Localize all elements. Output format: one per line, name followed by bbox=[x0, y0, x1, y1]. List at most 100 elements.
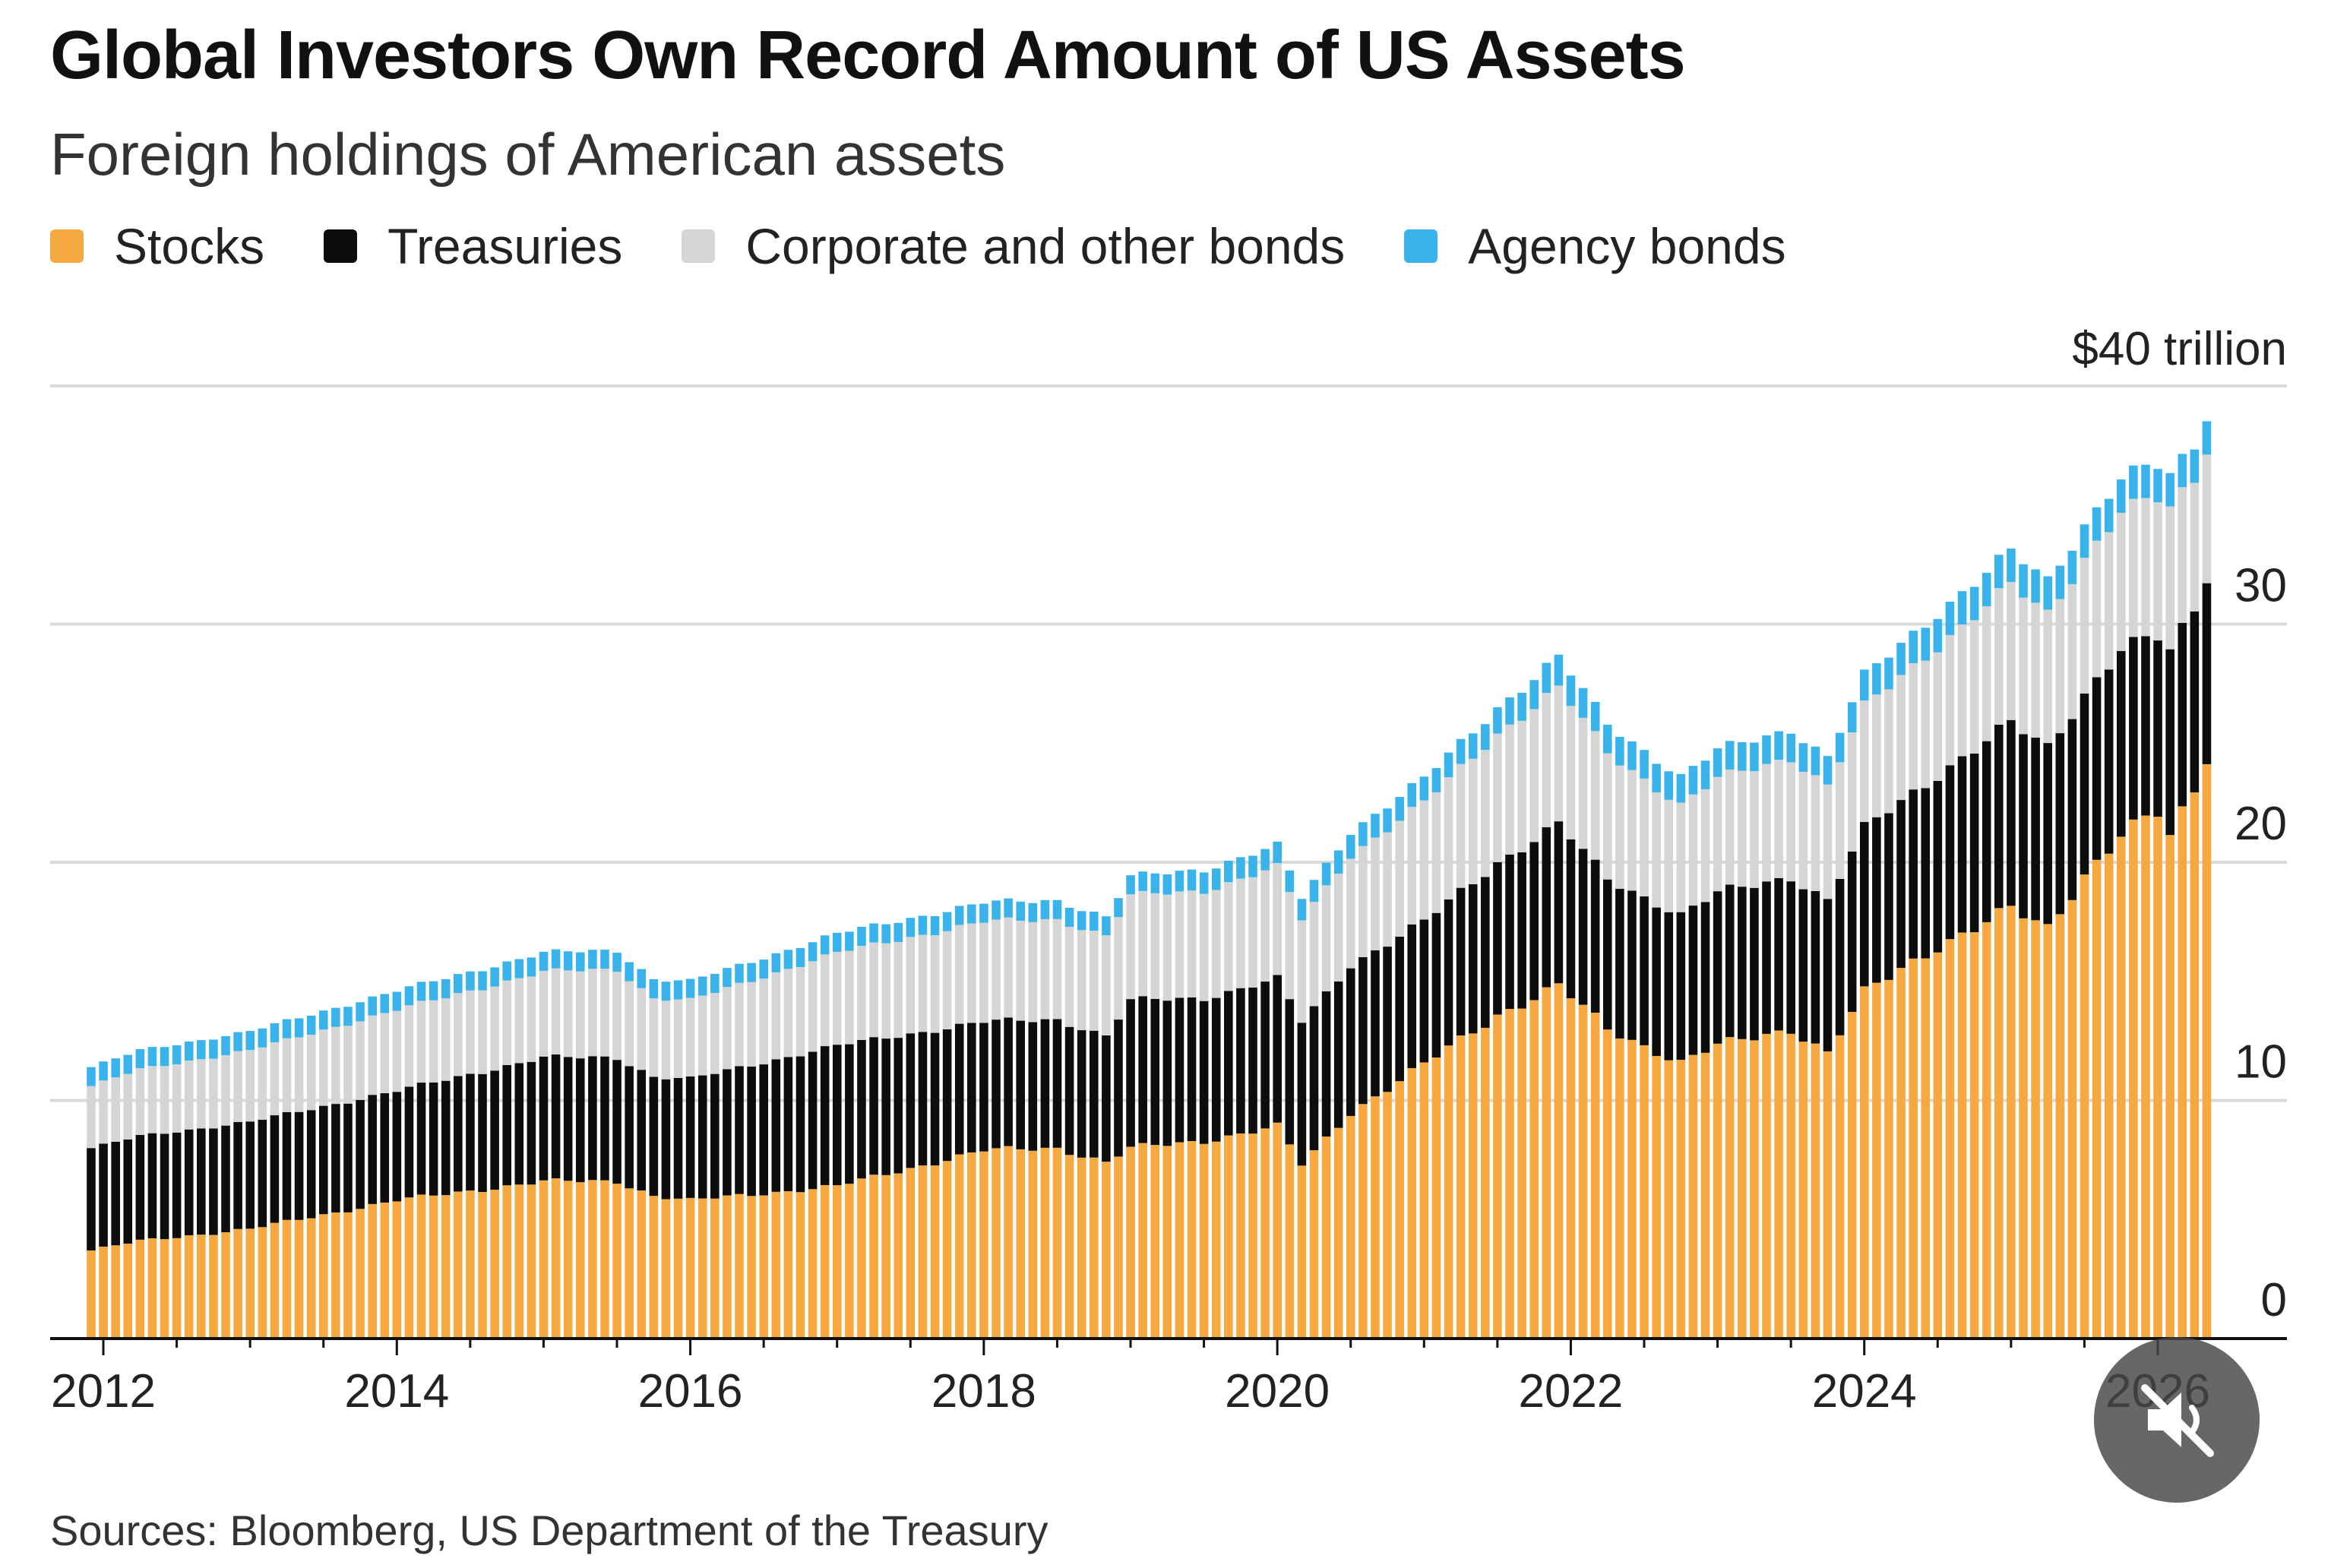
bar-stack bbox=[1028, 903, 1038, 1339]
bar-stack bbox=[111, 1058, 120, 1339]
bar-corporate_other bbox=[123, 1073, 133, 1140]
bar-treasuries bbox=[245, 1121, 255, 1229]
bar-stack bbox=[1982, 573, 1991, 1339]
bar-corporate_other bbox=[2178, 487, 2187, 623]
bar-stocks bbox=[783, 1190, 793, 1339]
bar-agency bbox=[1064, 907, 1074, 928]
bar-agency bbox=[282, 1019, 292, 1038]
bar-stocks bbox=[697, 1198, 707, 1339]
bar-stack bbox=[992, 900, 1001, 1339]
bar-corporate_other bbox=[735, 982, 744, 1067]
bar-stack bbox=[209, 1039, 218, 1339]
bar-corporate_other bbox=[1371, 837, 1380, 950]
bar-stack bbox=[918, 915, 928, 1339]
bar-treasuries bbox=[2190, 611, 2200, 793]
bar-treasuries bbox=[1089, 1030, 1099, 1158]
bar-agency bbox=[1994, 555, 2004, 589]
bar-stack bbox=[723, 968, 732, 1339]
bar-treasuries bbox=[954, 1023, 964, 1155]
bar-stocks bbox=[1811, 1043, 1820, 1339]
bar-treasuries bbox=[356, 1099, 365, 1209]
bar-treasuries bbox=[1297, 1023, 1307, 1166]
bar-stack bbox=[1016, 901, 1025, 1339]
bar-corporate_other bbox=[930, 935, 940, 1033]
bar-stack bbox=[1126, 875, 1135, 1339]
bar-agency bbox=[1321, 862, 1331, 886]
bar-stocks bbox=[1236, 1133, 1245, 1339]
bar-stocks bbox=[1383, 1092, 1392, 1339]
bar-corporate_other bbox=[1199, 893, 1209, 1001]
y-tick-label-10: 10 bbox=[2235, 1036, 2287, 1089]
bar-agency bbox=[881, 924, 890, 944]
bar-corporate_other bbox=[135, 1068, 145, 1135]
bar-treasuries bbox=[1798, 889, 1808, 1042]
bar-treasuries bbox=[649, 1076, 659, 1197]
bar-agency bbox=[1823, 756, 1833, 785]
bar-treasuries bbox=[404, 1086, 414, 1198]
bar-stocks bbox=[1786, 1033, 1795, 1339]
x-tick-label-2016: 2016 bbox=[638, 1365, 743, 1418]
bar-treasuries bbox=[685, 1076, 695, 1198]
bar-stack bbox=[771, 953, 781, 1339]
bar-treasuries bbox=[111, 1141, 120, 1246]
bar-agency bbox=[1982, 573, 1991, 606]
bar-stack bbox=[1725, 741, 1735, 1339]
bar-agency bbox=[612, 953, 621, 972]
bar-stocks bbox=[1823, 1051, 1833, 1339]
bar-stocks bbox=[1444, 1045, 1453, 1339]
bar-corporate_other bbox=[1811, 775, 1820, 891]
bar-stocks bbox=[1260, 1128, 1270, 1339]
bar-corporate_other bbox=[87, 1086, 96, 1149]
bar-corporate_other bbox=[1762, 763, 1771, 882]
bar-stack bbox=[563, 951, 573, 1339]
bar-treasuries bbox=[429, 1082, 438, 1196]
legend-swatch-stocks bbox=[50, 229, 84, 263]
bar-treasuries bbox=[942, 1029, 952, 1162]
bar-stack bbox=[1224, 860, 1233, 1339]
bar-treasuries bbox=[1114, 1020, 1123, 1157]
mute-button[interactable] bbox=[2094, 1337, 2260, 1503]
bar-agency bbox=[2129, 465, 2138, 499]
bar-stocks bbox=[1517, 1008, 1526, 1339]
bar-stocks bbox=[1431, 1057, 1441, 1339]
bar-treasuries bbox=[1468, 884, 1478, 1034]
bar-stack bbox=[1738, 741, 1747, 1339]
bar-agency bbox=[1126, 875, 1135, 895]
bar-agency bbox=[551, 949, 561, 969]
bar-agency bbox=[2043, 576, 2052, 610]
bar-stack bbox=[221, 1035, 230, 1339]
bar-treasuries bbox=[147, 1133, 157, 1238]
bar-treasuries bbox=[1529, 842, 1539, 1001]
bar-stack bbox=[845, 931, 854, 1339]
bar-corporate_other bbox=[527, 976, 536, 1062]
bar-stocks bbox=[368, 1203, 377, 1339]
bar-treasuries bbox=[1126, 999, 1135, 1147]
bar-corporate_other bbox=[1224, 882, 1233, 991]
bar-corporate_other bbox=[832, 951, 842, 1045]
bar-agency bbox=[893, 922, 903, 942]
bar-stocks bbox=[881, 1174, 890, 1339]
bar-corporate_other bbox=[306, 1034, 316, 1111]
bar-treasuries bbox=[575, 1058, 585, 1183]
bar-treasuries bbox=[1590, 859, 1600, 1013]
bar-treasuries bbox=[209, 1128, 218, 1235]
bar-corporate_other bbox=[270, 1042, 280, 1116]
bar-agency bbox=[1602, 724, 1612, 754]
bar-treasuries bbox=[160, 1133, 169, 1240]
bar-agency bbox=[1725, 741, 1735, 770]
bar-corporate_other bbox=[881, 943, 890, 1039]
bar-corporate_other bbox=[1468, 758, 1478, 884]
bar-stack bbox=[759, 959, 768, 1339]
bar-agency bbox=[1285, 870, 1295, 893]
bar-corporate_other bbox=[1602, 753, 1612, 880]
bar-agency bbox=[600, 950, 609, 969]
bar-stocks bbox=[514, 1184, 524, 1339]
bar-treasuries bbox=[1554, 821, 1564, 984]
bar-treasuries bbox=[1333, 981, 1343, 1128]
bar-stocks bbox=[1982, 922, 1991, 1339]
bar-corporate_other bbox=[771, 972, 781, 1060]
bar-stocks bbox=[1187, 1140, 1197, 1339]
bar-stack bbox=[1590, 701, 1600, 1339]
bar-corporate_other bbox=[441, 998, 451, 1081]
bar-agency bbox=[588, 950, 597, 969]
